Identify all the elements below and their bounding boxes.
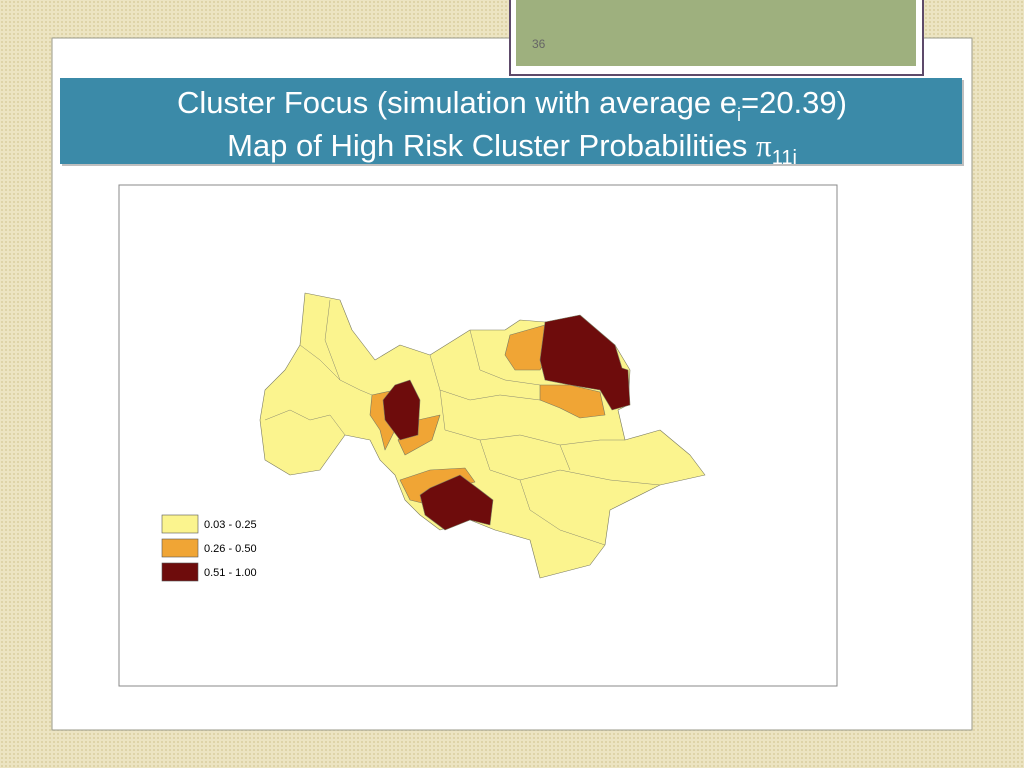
map xyxy=(259,292,706,579)
map-region xyxy=(539,384,606,419)
title-subscript: i xyxy=(737,105,741,125)
region-border xyxy=(519,479,606,546)
region-border xyxy=(324,299,341,381)
slide-number: 36 xyxy=(532,37,546,51)
title-line-1: Cluster Focus (simulation with average e… xyxy=(177,85,847,125)
top-tab-fill xyxy=(516,0,916,66)
legend-swatch xyxy=(161,562,199,582)
legend-label: 0.03 - 0.25 xyxy=(204,519,257,531)
legend-swatch xyxy=(161,514,199,534)
legend-swatch xyxy=(161,538,199,558)
legend: 0.03 - 0.25 0.26 - 0.50 0.51 - 1.00 xyxy=(161,514,257,582)
region-border xyxy=(469,329,541,386)
title-subscript: 11i xyxy=(772,147,797,169)
region-border xyxy=(439,389,625,446)
title-text: =20.39) xyxy=(741,85,847,120)
title-text: Map of High Risk Cluster Probabilities xyxy=(227,128,756,163)
map-region xyxy=(539,314,631,411)
title-line-2: Map of High Risk Cluster Probabilities π… xyxy=(227,128,797,169)
map-region xyxy=(382,379,421,441)
region-border xyxy=(429,354,541,401)
title-symbol: π xyxy=(756,128,772,163)
legend-label: 0.51 - 1.00 xyxy=(204,567,257,579)
region-border xyxy=(479,439,661,486)
region-border xyxy=(264,409,346,436)
map-region xyxy=(419,474,494,531)
legend-label: 0.26 - 0.50 xyxy=(204,543,257,555)
title-text: Cluster Focus (simulation with average e xyxy=(177,85,737,120)
title-bar xyxy=(60,78,962,164)
region-border xyxy=(559,444,571,471)
